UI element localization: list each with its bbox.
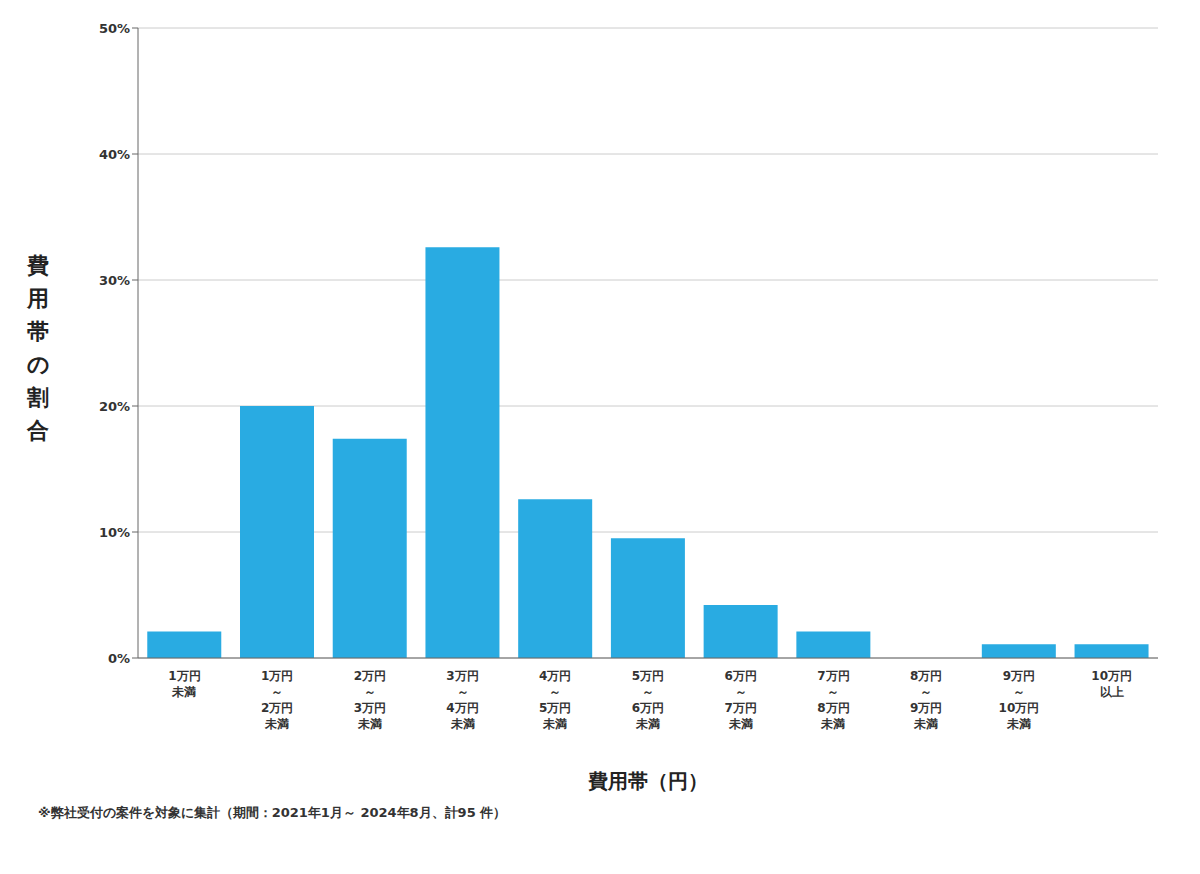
- html-text:用: 用: [27, 286, 49, 311]
- svg-text:10万円以上: 10万円以上: [1091, 669, 1132, 699]
- svg-text:5万円～6万円未満: 5万円～6万円未満: [632, 669, 664, 731]
- svg-text:費用帯（円）: 費用帯（円）: [587, 769, 708, 793]
- svg-text:1万円～2万円未満: 1万円～2万円未満: [261, 669, 293, 731]
- html-text:※弊社受付の案件を対象に集計（期間：2021年1月～ 202: ※弊社受付の案件を対象に集計（期間：2021年1月～ 2024年8月、計95 件…: [38, 805, 507, 820]
- svg-text:30%: 30%: [99, 273, 130, 288]
- svg-text:0%: 0%: [108, 651, 130, 666]
- svg-text:4万円～5万円未満: 4万円～5万円未満: [539, 669, 571, 731]
- svg-text:7万円～8万円未満: 7万円～8万円未満: [817, 669, 849, 731]
- html-text:帯: 帯: [27, 319, 49, 344]
- html-text:合: 合: [27, 418, 49, 443]
- svg-text:40%: 40%: [99, 147, 130, 162]
- html-text:割: 割: [27, 385, 49, 410]
- svg-text:20%: 20%: [99, 399, 130, 414]
- svg-text:8万円～9万円未満: 8万円～9万円未満: [910, 669, 942, 731]
- html-text:費: 費: [27, 253, 49, 278]
- svg-text:10%: 10%: [99, 525, 130, 540]
- svg-text:1万円未満: 1万円未満: [168, 669, 200, 699]
- svg-text:50%: 50%: [99, 21, 130, 36]
- svg-text:6万円～7万円未満: 6万円～7万円未満: [725, 669, 757, 731]
- html-text:の: の: [26, 352, 50, 377]
- svg-text:3万円～4万円未満: 3万円～4万円未満: [446, 669, 478, 731]
- svg-text:9万円～10万円未満: 9万円～10万円未満: [999, 669, 1040, 731]
- svg-text:2万円～3万円未満: 2万円～3万円未満: [354, 669, 386, 731]
